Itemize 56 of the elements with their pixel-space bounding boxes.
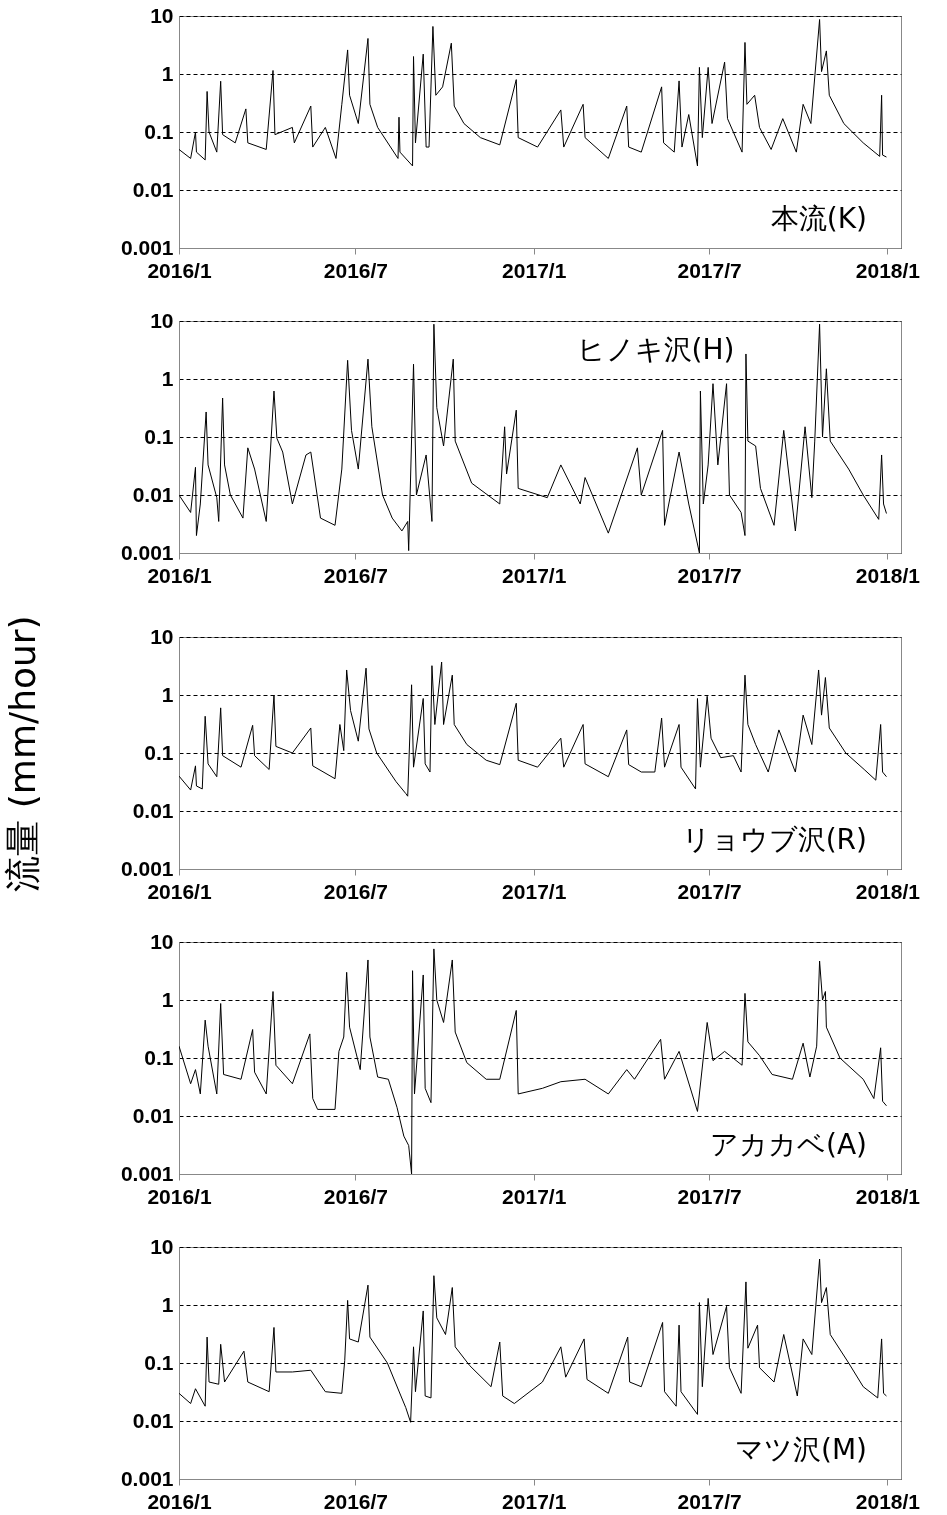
x-tick-label: 2017/7 [677, 879, 742, 903]
annotation: ヒノキ沢(H) [576, 333, 735, 366]
x-tick-label: 2018/1 [855, 879, 921, 903]
annotation: アカカベ(A) [709, 1128, 867, 1161]
x-tick-label: 2016/7 [323, 563, 388, 587]
y-tick-label: 10 [150, 624, 174, 648]
y-tick-label: 10 [150, 1234, 174, 1258]
y-tick-label: 1 [161, 1292, 174, 1316]
x-tick-label: 2018/1 [855, 1184, 921, 1208]
x-tick-label: 2017/1 [502, 1184, 567, 1208]
x-tick-label: 2017/7 [677, 1184, 742, 1208]
annotation: 本流(K) [770, 202, 867, 235]
annotation: リョウブ沢(R) [681, 823, 867, 856]
x-tick-label: 2016/7 [323, 258, 388, 282]
y-tick-label: 0.01 [132, 177, 174, 201]
x-tick-label: 2016/1 [147, 563, 212, 587]
x-tick-label: 2016/1 [147, 1184, 212, 1208]
y-tick-label: 0.1 [144, 424, 174, 448]
y-tick-label: 0.01 [132, 1408, 174, 1432]
x-tick-label: 2016/7 [323, 1184, 388, 1208]
y-tick-label: 10 [150, 929, 174, 953]
y-tick-label: 0.1 [144, 1350, 174, 1374]
x-tick-label: 2016/1 [147, 1489, 212, 1513]
y-tick-label: 1 [161, 682, 174, 706]
x-tick-label: 2017/7 [677, 1489, 742, 1513]
x-tick-label: 2018/1 [855, 258, 921, 282]
x-tick-label: 2016/1 [147, 879, 212, 903]
x-tick-label: 2017/1 [502, 563, 567, 587]
y-tick-label: 0.1 [144, 119, 174, 143]
y-tick-label: 10 [150, 3, 174, 27]
y-tick-label: 1 [161, 61, 174, 85]
y-tick-label: 0.001 [120, 856, 174, 880]
x-tick-label: 2017/1 [502, 1489, 567, 1513]
y-tick-label: 0.001 [120, 1466, 174, 1490]
y-tick-label: 0.01 [132, 482, 174, 506]
y-tick-label: 0.01 [132, 1103, 174, 1127]
y-tick-label: 0.001 [120, 1161, 174, 1185]
x-tick-label: 2017/1 [502, 879, 567, 903]
y-tick-label: 1 [161, 987, 174, 1011]
x-tick-label: 2016/1 [147, 258, 212, 282]
x-tick-label: 2017/7 [677, 563, 742, 587]
x-tick-label: 2016/7 [323, 879, 388, 903]
x-tick-label: 2017/1 [502, 258, 567, 282]
x-tick-label: 2016/7 [323, 1489, 388, 1513]
annotation: マツ沢(M) [734, 1433, 867, 1466]
x-tick-label: 2018/1 [855, 563, 921, 587]
y-tick-label: 1 [161, 366, 174, 390]
y-tick-label: 0.1 [144, 740, 174, 764]
x-tick-label: 2018/1 [855, 1489, 921, 1513]
y-tick-label: 0.001 [120, 235, 174, 259]
y-axis-title: 流量 (mm/hour) [1, 615, 43, 892]
y-tick-label: 0.1 [144, 1045, 174, 1069]
y-tick-label: 0.01 [132, 798, 174, 822]
y-tick-label: 10 [150, 308, 174, 332]
x-tick-label: 2017/7 [677, 258, 742, 282]
y-tick-label: 0.001 [120, 540, 174, 564]
